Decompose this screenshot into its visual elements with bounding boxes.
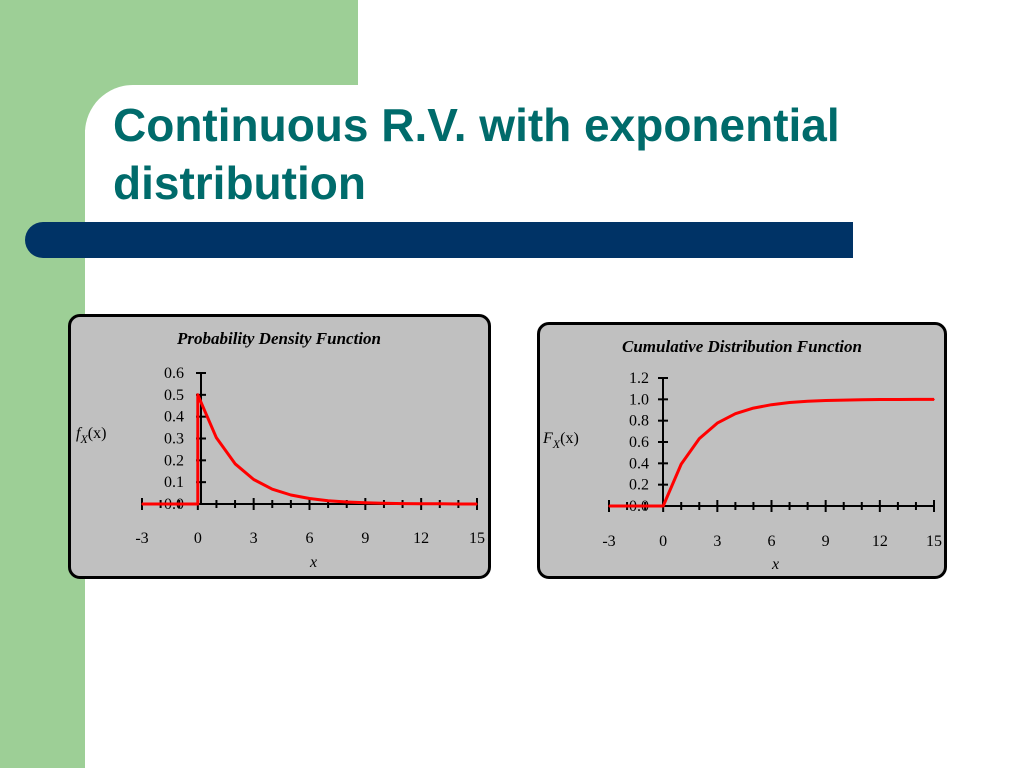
x-tick-label: 9 (822, 533, 830, 550)
data-point (752, 407, 755, 409)
y-tick-label: 0.1 (164, 474, 184, 491)
data-point (476, 503, 478, 505)
data-point (252, 478, 255, 481)
title-area-background (85, 85, 385, 225)
y-tick-label: 1.2 (629, 370, 649, 387)
data-point (662, 505, 664, 507)
x-axis-label: x (309, 554, 317, 571)
data-point (897, 398, 899, 401)
data-point (420, 502, 422, 505)
y-tick-label: 0.6 (629, 434, 649, 451)
y-tick-label: 1.0 (629, 391, 649, 408)
data-point (734, 412, 737, 415)
data-point (438, 502, 441, 505)
data-point (608, 505, 610, 507)
data-point (879, 398, 881, 401)
data-point (197, 394, 199, 396)
y-tick-label: 0.2 (164, 452, 184, 469)
x-tick-label: 12 (872, 533, 888, 550)
x-tick-label: 0 (194, 530, 202, 547)
data-point (234, 463, 236, 465)
chart-title: Cumulative Distribution Function (622, 337, 862, 356)
data-point (197, 503, 199, 505)
data-point (327, 499, 329, 502)
x-tick-label: -3 (135, 530, 148, 547)
data-line (609, 397, 934, 508)
data-point (308, 497, 311, 500)
x-tick-label: 3 (713, 533, 721, 550)
data-point (698, 437, 701, 440)
data-point (383, 502, 385, 505)
data-point (933, 398, 935, 401)
x-tick-label: 6 (306, 530, 314, 547)
y-tick-label: 0.5 (164, 387, 184, 404)
data-point (364, 501, 367, 504)
data-point (215, 437, 218, 439)
chart-title: Probability Density Function (176, 329, 381, 348)
pdf-chart-panel: Probability Density Function 0.0 0.1 0.2 0.3… (68, 314, 491, 579)
pdf-chart: Probability Density Function0.00.10.20.3… (76, 329, 485, 571)
x-tick-label: 9 (361, 530, 369, 547)
title-underline-bar (25, 222, 853, 258)
y-tick-label: 0.2 (629, 477, 649, 494)
y-tick-label: 0.4 (164, 409, 184, 426)
data-point (401, 502, 404, 505)
data-point (345, 501, 348, 503)
data-point (806, 400, 809, 403)
data-point (915, 398, 917, 401)
data-point (860, 398, 863, 401)
y-tick-label: 0.8 (629, 413, 649, 430)
slide-title: Continuous R.V. with exponential distrib… (113, 99, 840, 209)
data-point (290, 494, 292, 496)
data-point (271, 488, 274, 490)
data-point (716, 422, 719, 424)
y-axis-label: FX(x) (542, 430, 579, 451)
y-axis-label: fX(x) (76, 425, 106, 446)
data-point (788, 401, 791, 404)
x-tick-label: 15 (926, 533, 942, 550)
x-tick-label: 15 (469, 530, 485, 547)
y-tick-label: 0.4 (629, 455, 649, 472)
x-tick-label: 6 (768, 533, 776, 550)
data-point (680, 463, 683, 465)
y-tick-label: 0.6 (164, 365, 184, 382)
data-point (842, 399, 845, 401)
data-point (457, 503, 460, 505)
y-tick-label: 0.3 (164, 431, 184, 448)
x-tick-label: 0 (659, 533, 667, 550)
cdf-chart: Cumulative Distribution Function0.00.20.… (542, 337, 942, 573)
data-line (142, 393, 477, 506)
x-tick-label: -3 (602, 533, 615, 550)
x-axis-label: x (771, 556, 779, 573)
cdf-chart-panel: Cumulative Distribution Function 0.0 0.2 0.… (537, 322, 947, 579)
data-point (141, 503, 143, 505)
x-tick-label: 12 (413, 530, 429, 547)
data-point (824, 399, 827, 402)
data-point (770, 403, 773, 406)
x-tick-label: 3 (250, 530, 258, 547)
